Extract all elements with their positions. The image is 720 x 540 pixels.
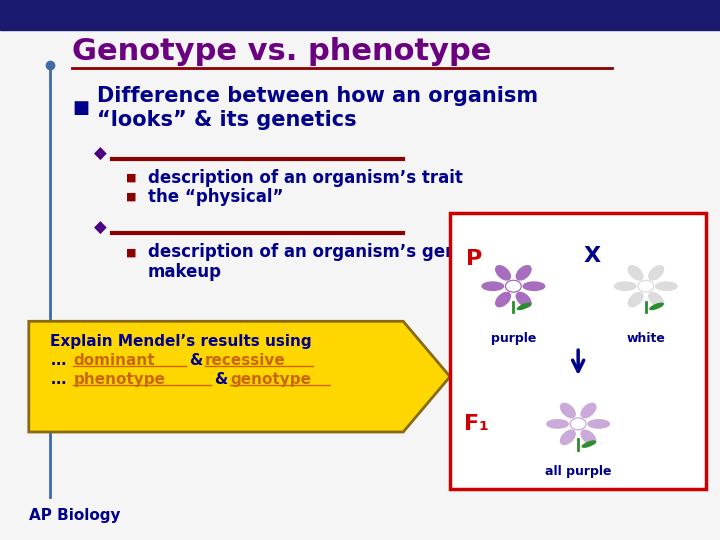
Ellipse shape [495,265,511,281]
Text: ■: ■ [126,192,137,202]
Text: Genotype vs. phenotype: Genotype vs. phenotype [72,37,491,66]
Ellipse shape [560,429,576,445]
Text: Explain Mendel’s results using: Explain Mendel’s results using [50,334,312,349]
Ellipse shape [517,302,531,310]
Text: F₁: F₁ [464,414,490,434]
Text: the “physical”: the “physical” [148,188,283,206]
Circle shape [570,418,586,430]
Text: makeup: makeup [148,262,222,281]
Ellipse shape [588,419,611,429]
Ellipse shape [523,281,546,291]
Polygon shape [29,321,450,432]
Text: description of an organism’s genetic: description of an organism’s genetic [148,243,491,261]
Text: P: P [466,249,482,269]
Ellipse shape [648,292,664,307]
Ellipse shape [655,281,678,291]
Bar [0,0,720,30]
Text: X: X [583,246,600,267]
Ellipse shape [546,419,569,429]
Ellipse shape [495,292,511,307]
Ellipse shape [628,292,644,307]
Text: phenotype: phenotype [73,372,166,387]
Ellipse shape [481,281,504,291]
Text: …: … [50,372,66,387]
Text: white: white [626,332,665,345]
Text: ■: ■ [126,247,137,257]
Ellipse shape [580,403,596,418]
Text: “looks” & its genetics: “looks” & its genetics [97,110,357,130]
Text: dominant: dominant [73,353,155,368]
Text: genotype: genotype [230,372,311,387]
Circle shape [638,280,654,292]
Circle shape [505,280,521,292]
Text: ◆: ◆ [94,219,107,237]
Text: ■: ■ [126,173,137,183]
Text: all purple: all purple [545,465,611,478]
Text: ◆: ◆ [94,145,107,163]
Text: &: & [189,353,202,368]
Text: recessive: recessive [205,353,286,368]
Text: description of an organism’s trait: description of an organism’s trait [148,168,462,187]
Ellipse shape [516,292,531,307]
Ellipse shape [613,281,636,291]
Bar [450,213,706,489]
Text: …: … [50,353,66,368]
Text: Difference between how an organism: Difference between how an organism [97,86,539,106]
Text: purple: purple [490,332,536,345]
Text: AP Biology: AP Biology [29,508,120,523]
Ellipse shape [516,265,531,281]
Text: &: & [215,372,228,387]
Ellipse shape [628,265,644,281]
Ellipse shape [582,440,596,448]
Ellipse shape [580,429,596,445]
Ellipse shape [560,403,576,418]
Ellipse shape [649,302,664,310]
Text: ■: ■ [72,99,89,117]
Ellipse shape [648,265,664,281]
